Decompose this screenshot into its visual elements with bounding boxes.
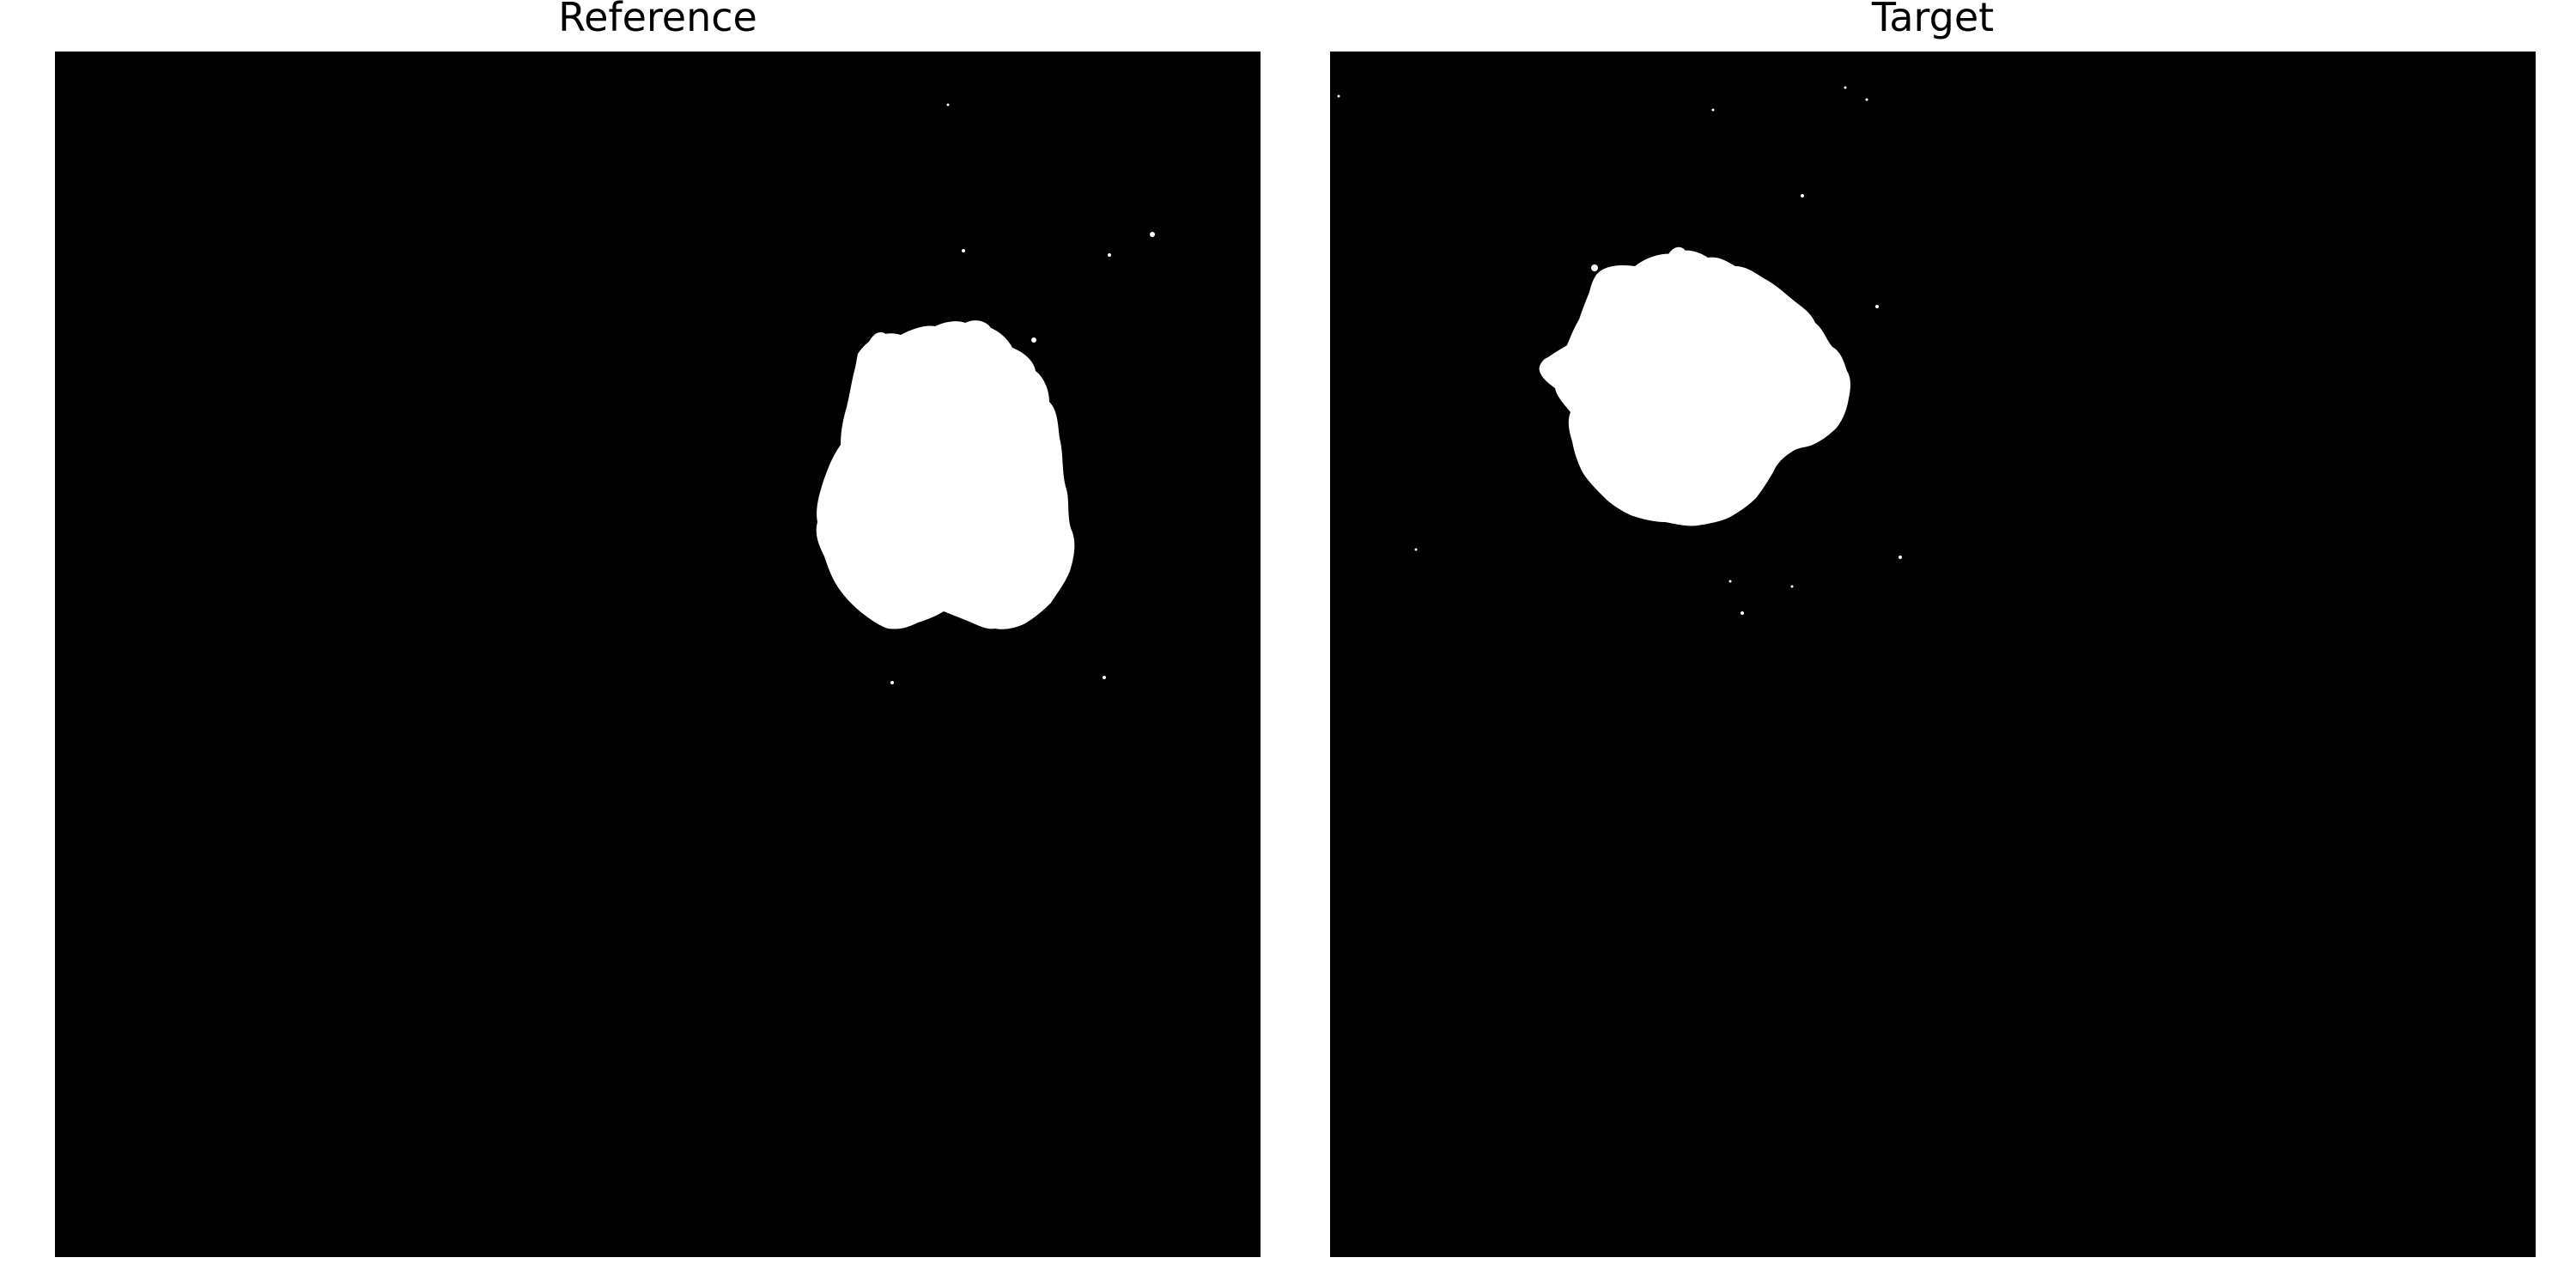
reference-background [55, 52, 1261, 1257]
target-blob-bump [1667, 246, 1686, 261]
target-segmentation-blob [1539, 250, 1850, 526]
target-speck [1801, 194, 1804, 197]
reference-speck [890, 681, 894, 684]
target-speck [1844, 86, 1847, 89]
target-speck [1711, 108, 1715, 112]
target-speck [1591, 264, 1598, 271]
reference-image-panel [55, 52, 1261, 1257]
reference-mask-image [55, 52, 1261, 1257]
reference-blob-bump [974, 328, 993, 343]
target-speck [1790, 585, 1794, 588]
reference-speck [1049, 433, 1053, 436]
reference-speck [1150, 232, 1155, 237]
reference-panel-title: Reference [558, 0, 757, 40]
target-speck [1728, 580, 1732, 583]
reference-speck [1103, 676, 1106, 679]
target-background [1330, 52, 2536, 1257]
target-mask-image [1330, 52, 2536, 1257]
target-image-panel [1330, 52, 2536, 1257]
reference-speck [962, 249, 965, 252]
target-speck [1337, 94, 1340, 98]
reference-speck [946, 103, 950, 106]
target-speck [1414, 548, 1418, 551]
target-speck [1741, 611, 1744, 615]
target-speck [1899, 556, 1902, 559]
reference-blob-bump [869, 331, 888, 348]
reference-speck [1031, 337, 1036, 343]
target-panel-title: Target [1871, 0, 1995, 40]
target-speck [1865, 98, 1868, 101]
reference-segmentation-blob [816, 320, 1075, 629]
target-speck [1875, 305, 1879, 308]
reference-speck [1108, 253, 1111, 257]
